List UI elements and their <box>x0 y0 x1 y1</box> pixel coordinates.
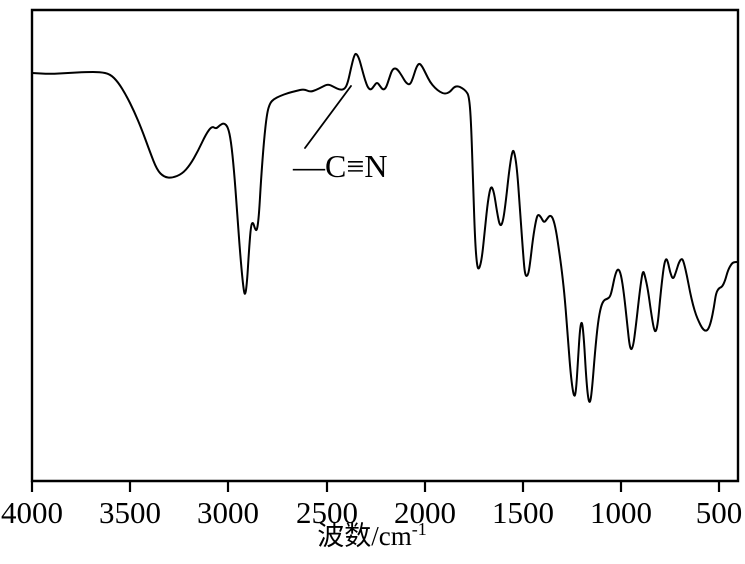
cn-group-annotation-label: —C≡N <box>292 148 388 184</box>
annotation-leader-line <box>304 85 352 149</box>
spectrum-curve <box>31 52 739 403</box>
x-axis-tick-group <box>30 481 721 492</box>
x-axis-tick-label-1500: 1500 <box>492 495 554 530</box>
x-axis-title-superscript: -1 <box>412 519 427 539</box>
x-axis-tick-label-4000: 4000 <box>1 495 63 530</box>
x-axis-tick-labels: 4000 3500 3000 2500 2000 1500 1000 500 <box>1 495 742 530</box>
x-axis-title: 波数/cm-1 <box>317 519 427 551</box>
x-axis-tick-label-2500: 2500 <box>296 495 358 530</box>
x-axis-tick-label-3000: 3000 <box>197 495 259 530</box>
x-axis-title-main: 波数/cm <box>317 521 412 551</box>
x-axis-tick-label-2000: 2000 <box>394 495 456 530</box>
plot-frame <box>30 8 740 483</box>
x-axis-tick-label-1000: 1000 <box>590 495 652 530</box>
x-axis-tick-label-500: 500 <box>696 495 743 530</box>
x-axis-tick-label-3500: 3500 <box>99 495 161 530</box>
